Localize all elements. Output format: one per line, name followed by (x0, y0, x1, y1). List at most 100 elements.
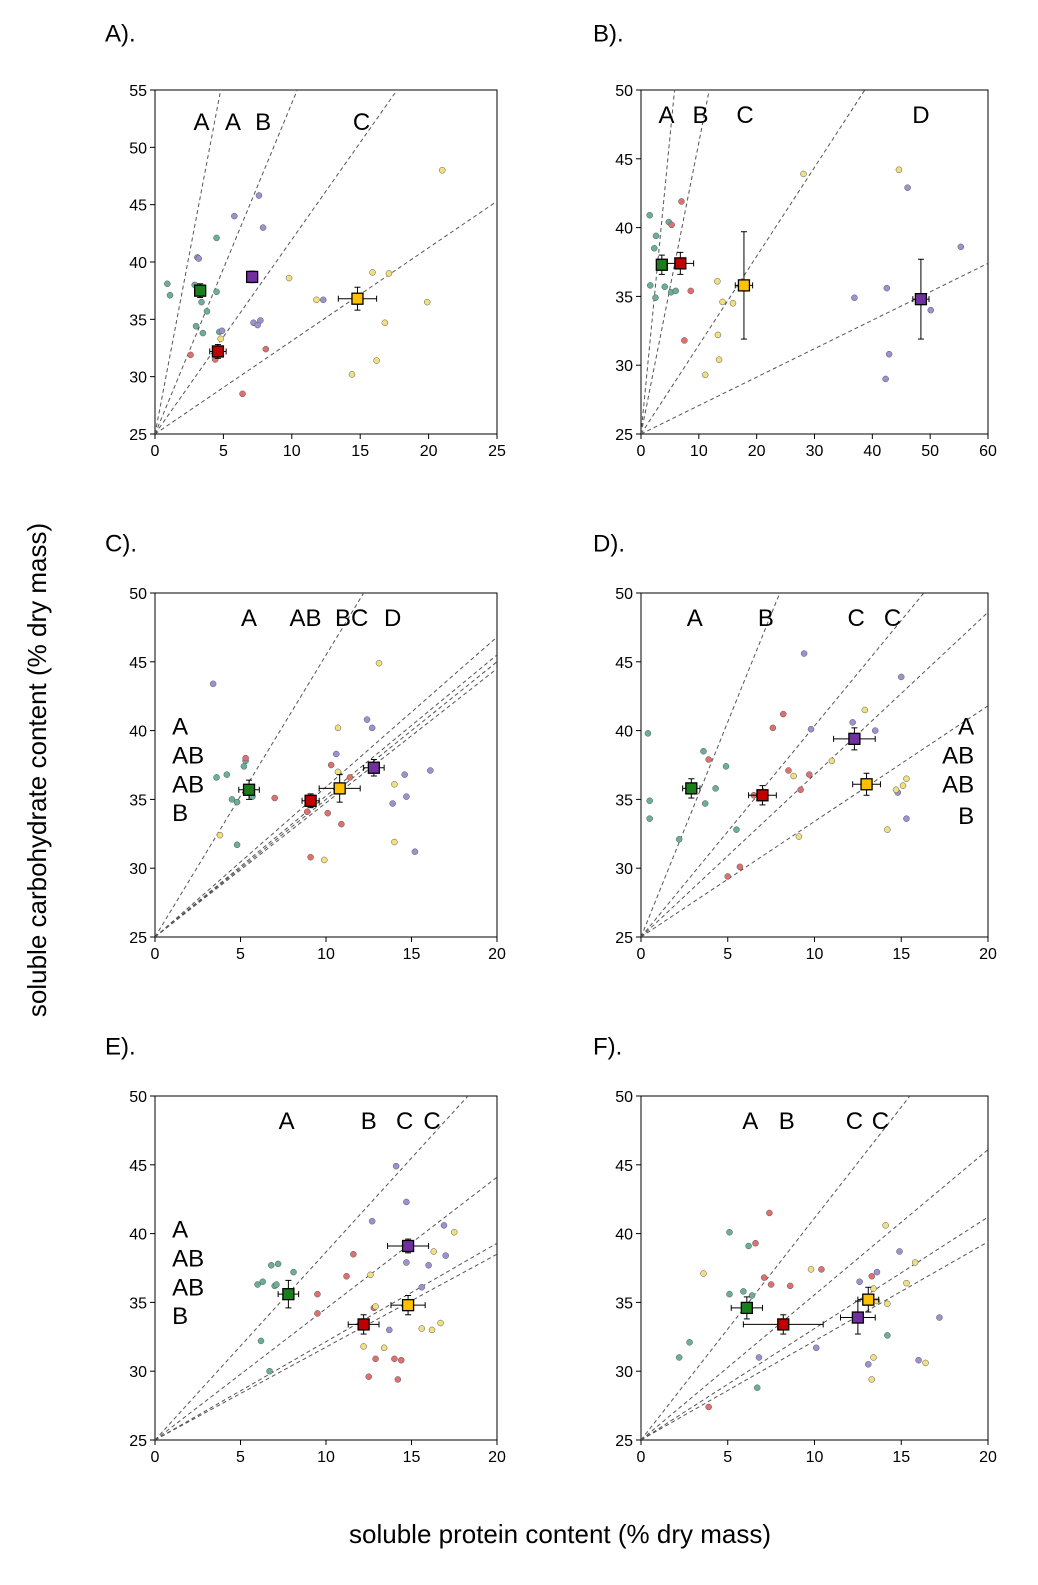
green-data-point (686, 1339, 693, 1346)
red-data-point (307, 853, 314, 861)
yellow-data-point (884, 1300, 891, 1308)
red-data-point (397, 1356, 405, 1364)
green-data-point (257, 1337, 265, 1345)
yellow-data-point (369, 269, 376, 276)
purple-mean-marker (848, 732, 861, 746)
green-data-point (646, 797, 653, 805)
x-tick-label: 20 (488, 946, 506, 963)
green-data-point (254, 1281, 261, 1288)
reference-line (155, 661, 497, 937)
red-mean-marker (304, 794, 317, 807)
yellow-data-point (321, 856, 328, 864)
red-data-point (314, 1290, 321, 1298)
y-tick-label: 35 (615, 1295, 633, 1312)
red-data-point (678, 198, 685, 205)
purple-mean-marker (401, 1239, 415, 1253)
significance-letter: B (779, 1108, 795, 1135)
purple-data-point (403, 1198, 410, 1206)
green-data-point (273, 1281, 280, 1288)
yellow-data-point (884, 826, 891, 833)
x-tick-label: 5 (723, 1449, 732, 1466)
y-tick-label: 45 (615, 152, 633, 169)
yellow-data-point (870, 1285, 877, 1292)
y-tick-label: 45 (615, 1158, 633, 1175)
y-tick-label: 30 (615, 358, 633, 375)
reference-line (641, 1096, 911, 1440)
purple-data-point (255, 192, 263, 199)
red-data-point (327, 761, 335, 769)
x-tick-label: 0 (637, 1449, 646, 1466)
panel-label: F). (593, 1033, 622, 1060)
y-tick-label: 35 (615, 289, 633, 306)
y-tick-label: 25 (129, 1433, 147, 1450)
side-significance-letter: A (958, 713, 974, 740)
yellow-data-point (870, 1354, 877, 1361)
significance-letter: B (693, 102, 709, 129)
red-data-point (314, 1310, 321, 1317)
yellow-data-point (418, 1325, 426, 1332)
purple-data-point (259, 224, 267, 231)
reference-line (155, 90, 222, 434)
yellow-data-point (437, 1319, 444, 1327)
red-data-point (797, 786, 804, 794)
red-data-point (262, 345, 270, 353)
y-tick-label: 35 (129, 1295, 147, 1312)
green-data-point (228, 796, 236, 803)
purple-data-point (927, 306, 934, 314)
x-tick-label: 50 (921, 443, 939, 460)
green-data-point (675, 1354, 683, 1361)
yellow-data-point (807, 1266, 815, 1273)
side-significance-letter: AB (942, 742, 974, 769)
red-mean-marker (357, 1318, 370, 1331)
y-tick-label: 25 (615, 930, 633, 947)
panel-label: E). (105, 1033, 136, 1060)
green-data-point (672, 287, 679, 295)
green-data-point (726, 1290, 733, 1298)
green-data-point (753, 1384, 761, 1391)
x-tick-label: 60 (979, 443, 997, 460)
y-tick-label: 40 (129, 255, 147, 272)
green-data-point (652, 232, 660, 240)
purple-data-point (442, 1252, 449, 1259)
green-data-point (199, 329, 207, 337)
y-tick-label: 35 (129, 792, 147, 809)
yellow-data-point (701, 371, 709, 379)
y-tick-label: 40 (615, 724, 633, 741)
purple-data-point (851, 294, 858, 302)
yellow-data-point (903, 775, 910, 783)
y-tick-label: 50 (129, 1089, 147, 1106)
x-tick-label: 0 (151, 1449, 160, 1466)
green-data-point (274, 1260, 282, 1268)
yellow-data-point (861, 706, 869, 714)
yellow-data-point (391, 781, 398, 788)
red-data-point (724, 873, 731, 880)
yellow-data-point (360, 1343, 367, 1350)
side-significance-letter: B (172, 800, 188, 827)
yellow-data-point (428, 1326, 436, 1334)
green-data-point (646, 815, 653, 822)
side-significance-letter: A (172, 1216, 188, 1243)
green-data-point (700, 747, 707, 755)
green-data-point (712, 785, 719, 792)
reference-line (155, 90, 398, 434)
significance-letter: C (846, 1108, 863, 1135)
red-data-point (350, 1250, 357, 1258)
y-tick-label: 45 (129, 1158, 147, 1175)
x-tick-label: 30 (806, 443, 824, 460)
green-data-point (701, 800, 709, 807)
red-data-point (766, 1209, 773, 1217)
side-significance-letter: A (172, 713, 188, 740)
side-significance-letter: AB (942, 771, 974, 798)
y-tick-label: 45 (129, 655, 147, 672)
purple-mean-marker (367, 761, 381, 774)
y-tick-label: 30 (615, 861, 633, 878)
x-tick-label: 20 (979, 946, 997, 963)
significance-letter: C (736, 102, 753, 129)
side-significance-letter: AB (172, 1274, 204, 1301)
significance-letter: A (225, 109, 241, 136)
reference-lines (641, 1096, 988, 1440)
y-tick-label: 50 (615, 83, 633, 100)
purple-mean-marker (851, 1311, 865, 1324)
